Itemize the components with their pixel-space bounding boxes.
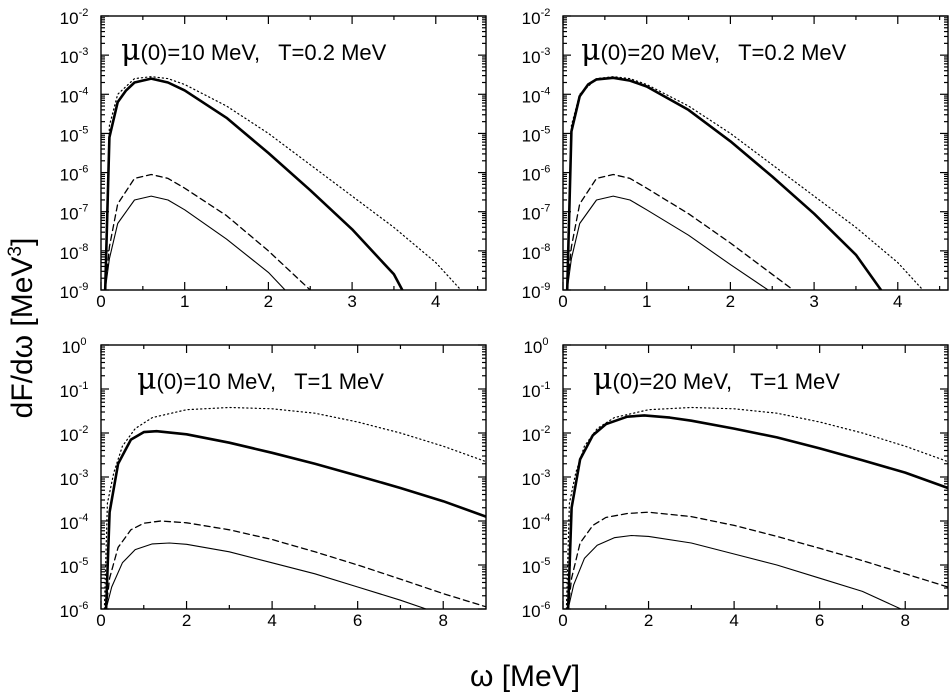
x-tick-label: 0	[558, 292, 567, 311]
x-tick-label: 6	[815, 611, 824, 630]
y-tick-label: 10-4	[60, 512, 89, 533]
x-tick-label: 6	[353, 611, 362, 630]
series-line-dotted	[103, 406, 486, 609]
y-tick-label: 10-3	[522, 468, 551, 489]
series-line-dotted	[566, 76, 924, 290]
mu-symbol: μ	[593, 362, 613, 397]
x-axis-title: ω [MeV]	[470, 660, 580, 692]
series-line-thin	[566, 195, 769, 290]
series-line-dotted	[565, 406, 948, 609]
panel-title: μ(0)=10 MeV, T=0.2 MeV	[121, 33, 387, 68]
x-tick-label: 3	[347, 292, 356, 311]
series-line-dotted	[104, 76, 462, 290]
panel-title-text: (0)=20 MeV, T=1 MeV	[613, 369, 841, 394]
x-tick-label: 1	[180, 292, 189, 311]
y-tick-label: 10-5	[60, 556, 89, 577]
x-tick-label: 8	[438, 611, 447, 630]
series-line-thin	[105, 542, 427, 609]
y-tick-label: 10-1	[522, 380, 551, 401]
y-tick-label: 10-9	[60, 281, 89, 302]
y-tick-label: 100	[523, 336, 548, 357]
y-tick-label: 10-8	[60, 242, 89, 263]
y-tick-label: 10-6	[522, 164, 551, 185]
series-line-thin	[104, 195, 286, 290]
y-tick-label: 10-6	[522, 600, 551, 621]
y-tick-label: 10-1	[60, 380, 89, 401]
mu-symbol: μ	[137, 362, 157, 397]
x-tick-label: 4	[267, 611, 276, 630]
x-tick-label: 3	[809, 292, 818, 311]
panel-title: μ(0)=20 MeV, T=1 MeV	[593, 362, 840, 397]
y-tick-label: 10-9	[522, 281, 551, 302]
x-tick-label: 4	[431, 292, 440, 311]
y-tick-label: 10-4	[522, 512, 551, 533]
y-tick-label: 10-5	[522, 556, 551, 577]
mu-symbol: μ	[581, 33, 601, 68]
series-line-dashed	[105, 520, 486, 609]
y-tick-label: 10-4	[522, 85, 551, 106]
x-tick-label: 4	[729, 611, 738, 630]
y-tick-label: 10-2	[522, 7, 551, 28]
panel-bottom-left: 0 2 4 6 8 10-6 10-5 10-4 10-3 10-2 10-1 100 μ(0)=10 …	[60, 336, 487, 630]
panel-title-text: (0)=20 MeV, T=0.2 MeV	[601, 40, 847, 65]
series-line-thick	[565, 76, 883, 290]
x-tick-label: 2	[182, 611, 191, 630]
y-tick-label: 10-3	[60, 468, 89, 489]
y-tick-label: 100	[61, 336, 86, 357]
series-line-thick	[103, 77, 404, 290]
y-axis-title: dF/dω [MeV3]	[5, 238, 39, 419]
plot-frame	[562, 15, 949, 291]
x-tick-label: 0	[96, 611, 105, 630]
y-tick-label: 10-5	[60, 124, 89, 145]
series-line-thick	[566, 414, 948, 609]
y-tick-label: 10-6	[60, 164, 89, 185]
panel-title: μ(0)=10 MeV, T=1 MeV	[137, 362, 384, 397]
x-tick-label: 2	[264, 292, 273, 311]
y-tick-label: 10-7	[60, 203, 89, 224]
panel-bottom-right: 0 2 4 6 8 10-6 10-5 10-4 10-3 10-2 10-1 100 μ(0)=20 …	[522, 336, 949, 630]
x-tick-label: 8	[900, 611, 909, 630]
mu-symbol: μ	[121, 33, 141, 68]
plot-frame	[100, 15, 487, 291]
y-tick-label: 10-5	[522, 124, 551, 145]
x-tick-label: 1	[642, 292, 651, 311]
series-line-dashed	[104, 173, 311, 290]
panel-title-text: (0)=10 MeV, T=1 MeV	[157, 369, 385, 394]
series-line-thin	[567, 534, 902, 609]
x-tick-label: 0	[96, 292, 105, 311]
series-line-thick	[104, 429, 486, 609]
panel-top-left: 0 1 2 3 4 10-9 10-8 10-7 10-6 10-5 10-4 10-3 10-2 μ(0…	[60, 7, 487, 311]
series-line-dashed	[567, 511, 948, 609]
y-tick-label: 10-7	[522, 203, 551, 224]
y-tick-label: 10-6	[60, 600, 89, 621]
x-tick-label: 0	[558, 611, 567, 630]
y-tick-label: 10-2	[60, 7, 89, 28]
series-line-dashed	[566, 173, 794, 290]
y-tick-label: 10-4	[60, 85, 89, 106]
y-tick-label: 10-2	[522, 424, 551, 445]
panel-title-text: (0)=10 MeV, T=0.2 MeV	[141, 40, 387, 65]
y-axis-title-exponent: 3	[5, 246, 26, 257]
y-tick-label: 10-8	[522, 242, 551, 263]
panel-top-right: 0 1 2 3 4 10-9 10-8 10-7 10-6 10-5 10-4 10-3 10-2 μ(0…	[522, 7, 949, 311]
y-tick-label: 10-2	[60, 424, 89, 445]
x-tick-label: 2	[726, 292, 735, 311]
y-tick-label: 10-3	[522, 46, 551, 67]
panel-title: μ(0)=20 MeV, T=0.2 MeV	[581, 33, 847, 68]
x-tick-label: 4	[893, 292, 902, 311]
y-tick-label: 10-3	[60, 46, 89, 67]
x-tick-label: 2	[644, 611, 653, 630]
